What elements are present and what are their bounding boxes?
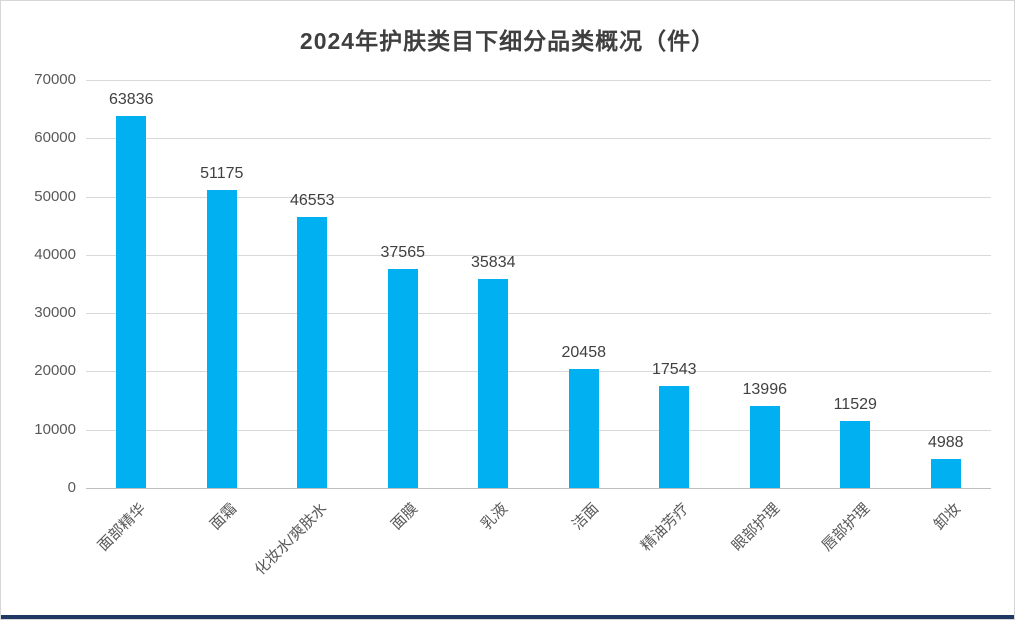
bar: [478, 279, 509, 488]
y-tick-label: 0: [67, 479, 76, 496]
bar-value-label: 37565: [380, 244, 426, 262]
chart-title: 2024年护肤类目下细分品类概况（件）: [299, 28, 716, 54]
bar: [930, 458, 961, 488]
y-tick-label: 30000: [34, 304, 76, 322]
x-tick-label-text: 面部精华: [94, 500, 150, 555]
y-tick-label: 70000: [34, 71, 76, 88]
x-tick-label-text: 洁面: [568, 500, 602, 534]
gridline: [86, 254, 991, 256]
bar-value-label: 35834: [471, 254, 516, 272]
x-tick-label-text: 卸妆: [930, 500, 964, 534]
gridline: [86, 313, 991, 315]
x-tick-label-text: 乳液: [478, 500, 512, 534]
bar-value-label: 11529: [833, 395, 877, 413]
gridline: [86, 80, 991, 81]
y-tick-label: 10000: [34, 420, 76, 438]
bar: [749, 406, 780, 488]
bar: [387, 269, 418, 488]
bar-value-label: 4988: [927, 433, 964, 451]
gridline: [86, 196, 991, 198]
bar-value-label: 63836: [109, 90, 154, 108]
bar: [116, 115, 147, 488]
x-tick-label-text: 面膜: [387, 500, 421, 534]
x-tick-label-text: 眼部护理: [728, 500, 783, 555]
bar: [297, 216, 328, 488]
gridline: [86, 429, 991, 431]
bar-value-label: 46553: [290, 191, 335, 209]
bar-value-label: 51175: [200, 164, 244, 182]
x-axis-tick-labels: 面部精华 面霜 化妆水/爽肤水 面膜 乳液 洁面 精油芳疗 眼部护理 唇部护理 卸妆: [86, 488, 991, 608]
bar-value-label: 20458: [561, 343, 607, 361]
bar: [206, 189, 237, 488]
bar: [568, 368, 599, 488]
bottom-accent-strip: [1, 615, 1014, 619]
bars-layer: 63836 51175 46553 37565 35834 20458 17543 13996…: [86, 80, 991, 488]
y-tick-label: 60000: [34, 129, 76, 147]
gridline: [86, 138, 991, 140]
x-tick-label-text: 唇部护理: [818, 500, 874, 555]
y-tick-label: 20000: [34, 362, 76, 380]
bar: [840, 420, 871, 488]
y-tick-label: 50000: [34, 187, 76, 205]
x-tick-label-text: 精油芳疗: [637, 500, 693, 555]
plot-area: 0 10000 20000 30000 40000 50000 60000 70000 638…: [34, 71, 991, 579]
bar-value-label: 13996: [742, 381, 788, 399]
bar-value-label: 17543: [652, 360, 697, 378]
x-tick-label-text: 化妆水/爽肤水: [251, 500, 331, 579]
x-axis-baseline: [86, 488, 991, 489]
bar: [659, 385, 690, 488]
gridline: [86, 371, 991, 373]
y-tick-label: 40000: [34, 245, 76, 263]
x-tick-label-text: 面霜: [206, 500, 240, 534]
